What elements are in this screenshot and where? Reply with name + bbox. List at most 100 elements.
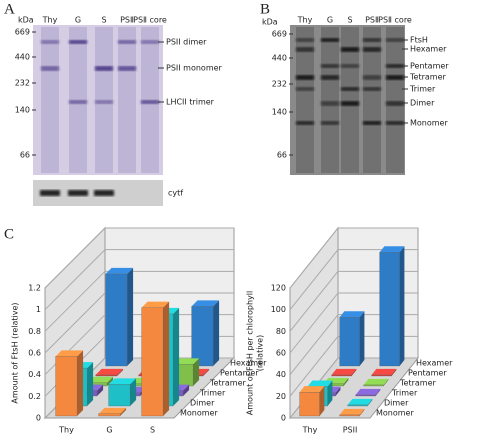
legend-label: Hexamer: [416, 359, 453, 368]
bar-top: [355, 388, 381, 395]
band: [296, 121, 314, 125]
grid-line: [44, 314, 106, 376]
band: [118, 66, 136, 71]
band-label: Tetramer: [409, 73, 446, 82]
bar-side: [127, 267, 134, 366]
bar-side: [359, 408, 365, 416]
y-tick-label: 1.2: [28, 284, 41, 293]
unit: kDa: [262, 18, 278, 27]
band-label: PSII monomer: [166, 64, 223, 73]
bar-top: [379, 246, 405, 253]
band: [386, 101, 404, 106]
bar-side: [391, 368, 397, 376]
band: [321, 64, 339, 68]
grid-line: [44, 227, 106, 289]
lane-label: G: [75, 16, 81, 25]
bar-side: [359, 311, 365, 366]
legend-label: Trimer: [391, 389, 418, 398]
y-tick-label: 0: [281, 414, 286, 423]
bar-side: [327, 380, 333, 406]
lane: [41, 27, 59, 173]
marker-label: 440: [272, 54, 287, 63]
unit: kDa: [18, 16, 34, 25]
lane-label: Thy: [297, 16, 313, 25]
band: [363, 87, 381, 91]
bar-side: [77, 350, 84, 416]
bar: [55, 356, 78, 417]
bar: [98, 413, 121, 417]
grid-line: [44, 292, 106, 354]
grid-line: [289, 271, 339, 332]
bar-side: [399, 246, 405, 366]
band: [41, 40, 59, 44]
legend-label: Pentamer: [408, 369, 447, 378]
bar-top: [141, 301, 170, 308]
bar-side: [351, 368, 357, 376]
bar-top: [105, 267, 134, 274]
legend-label: Dimer: [190, 399, 215, 408]
x-tick-label: Thy: [58, 426, 74, 435]
x-tick-label: G: [106, 426, 112, 435]
lane: [296, 27, 314, 173]
panel-label: B: [260, 1, 270, 17]
bar-side: [335, 386, 341, 396]
bar-side: [120, 407, 127, 416]
band: [41, 66, 59, 71]
grid-line: [289, 336, 339, 397]
band: [341, 64, 359, 68]
bar-side: [343, 377, 349, 386]
band-label: Dimer: [410, 99, 435, 108]
legend-label: Dimer: [384, 399, 409, 408]
lane-label: PSⅡ core: [378, 16, 412, 25]
band: [341, 47, 359, 52]
band: [363, 75, 381, 80]
band: [386, 121, 404, 125]
lane-label: Thy: [42, 16, 58, 25]
lane: [386, 27, 404, 173]
legend-label: Trimer: [199, 389, 226, 398]
bar: [347, 404, 368, 407]
bar: [339, 317, 360, 367]
bar: [363, 384, 384, 387]
lane: [363, 27, 381, 173]
band: [341, 101, 359, 106]
bar-side: [319, 386, 325, 416]
y-tick-label: 100: [271, 305, 286, 314]
lane-label: PSⅡ core: [133, 16, 167, 25]
band: [296, 38, 314, 42]
marker-label: 669: [15, 28, 30, 37]
band: [296, 87, 314, 91]
band-label: Monomer: [410, 119, 448, 128]
bar-side: [383, 378, 389, 386]
bar-side: [375, 388, 381, 396]
band: [386, 64, 404, 68]
marker-label: 140: [15, 106, 30, 115]
lane: [95, 27, 113, 173]
bar-side: [203, 368, 210, 376]
marker-label: 232: [15, 79, 30, 88]
y-tick-label: 40: [276, 370, 286, 379]
band: [341, 87, 359, 91]
y-tick-label: 1: [36, 305, 41, 314]
bar: [379, 252, 400, 367]
bar: [108, 384, 131, 407]
lane-label: S: [347, 16, 352, 25]
marker-label: 232: [272, 80, 287, 89]
band: [321, 38, 339, 42]
y-tick-label: 0.6: [28, 349, 41, 358]
band: [69, 40, 87, 44]
y-tick-label: 120: [271, 284, 286, 293]
legend-label: Monomer: [180, 409, 218, 418]
bar-side: [173, 307, 180, 406]
panel-label: C: [4, 226, 14, 242]
band: [296, 47, 314, 52]
band: [363, 47, 381, 52]
grid-line: [289, 314, 339, 375]
bar-top: [95, 368, 124, 375]
y-tick-label: 0.2: [28, 392, 41, 401]
bar-side: [107, 376, 114, 386]
lane: [341, 27, 359, 173]
band: [95, 100, 113, 104]
